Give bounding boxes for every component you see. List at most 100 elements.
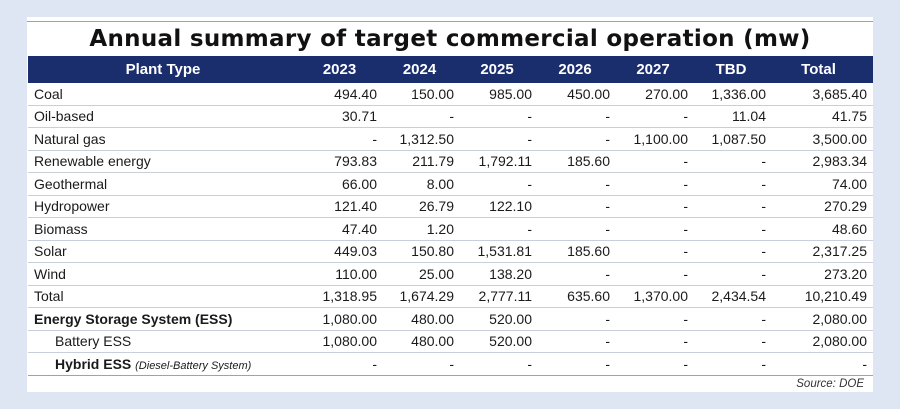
table-cell: - — [683, 265, 688, 282]
table-cell: - — [683, 153, 688, 170]
table-cell: 185.60 — [567, 243, 610, 260]
table-cell: 270.00 — [645, 85, 688, 102]
table-cell: 2,080.00 — [812, 310, 868, 327]
table-cell: 122.10 — [489, 198, 532, 215]
table-cell: - — [527, 355, 532, 372]
table-cell: 3,500.00 — [812, 130, 868, 147]
table-cell: 66.00 — [341, 175, 377, 192]
table-cell: - — [683, 220, 688, 237]
table-cell: 1,100.00 — [633, 130, 689, 147]
table-cell: - — [761, 220, 766, 237]
table-header-row: Plant Type 2023 2024 2025 2026 2027 TBD … — [28, 56, 873, 83]
table-cell: 26.79 — [418, 198, 454, 215]
row-label: Biomass — [34, 220, 88, 237]
table-cell: - — [527, 175, 532, 192]
table-cell: 1,674.29 — [399, 288, 455, 305]
table-cell: 211.79 — [412, 153, 454, 170]
row-label: Energy Storage System (ESS) — [34, 310, 233, 327]
table-cell: 793.83 — [334, 153, 377, 170]
header-tbd: TBD — [715, 61, 747, 78]
table-cell: - — [372, 355, 377, 372]
table-cell: 11.04 — [732, 108, 766, 125]
table-cell: 110.00 — [335, 265, 377, 282]
table-cell: - — [683, 333, 688, 350]
table-cell: 1,312.50 — [399, 130, 455, 147]
table-cell: 2,983.34 — [812, 153, 868, 170]
table-cell: 480.00 — [411, 310, 454, 327]
table-row: Solar 449.03 150.80 1,531.81 185.60 - - … — [28, 241, 873, 263]
row-label: Natural gas — [34, 130, 106, 147]
table-cell: 41.75 — [831, 108, 867, 125]
table-cell: - — [761, 243, 766, 260]
row-label: Hydropower — [34, 198, 110, 215]
table-row: Geothermal 66.00 8.00 - - - - 74.00 — [28, 173, 873, 196]
row-label: Coal — [34, 85, 63, 102]
table-cell: 520.00 — [489, 310, 532, 327]
table-cell: 1,080.00 — [322, 310, 378, 327]
summary-table: Plant Type 2023 2024 2025 2026 2027 TBD … — [28, 56, 873, 376]
row-label: Solar — [34, 243, 67, 260]
table-cell: - — [605, 220, 610, 237]
table-cell: - — [761, 198, 766, 215]
table-cell: 1,531.81 — [477, 243, 533, 260]
table-cell: 2,317.25 — [812, 243, 868, 260]
header-plant-type: Plant Type — [125, 61, 201, 78]
table-cell: 494.40 — [334, 85, 377, 102]
table-cell: 185.60 — [567, 153, 610, 170]
top-rule — [27, 21, 873, 22]
table-cell: - — [605, 108, 610, 125]
table-cell: 1,087.50 — [711, 130, 767, 147]
table-cell: 635.60 — [567, 288, 610, 305]
table-cell: 2,777.11 — [478, 288, 532, 305]
table-cell: - — [605, 198, 610, 215]
row-label-note: (Diesel-Battery System) — [135, 359, 252, 372]
table-cell: 30.71 — [341, 108, 377, 125]
table-row: Coal 494.40 150.00 985.00 450.00 270.00 … — [28, 83, 873, 106]
table-cell: - — [683, 243, 688, 260]
table-cell: 150.80 — [411, 243, 454, 260]
table-cell: 121.40 — [334, 198, 377, 215]
table-cell: 1,080.00 — [322, 333, 378, 350]
table-cell: 450.00 — [567, 85, 610, 102]
row-label: Hybrid ESS (Diesel-Battery System) — [28, 356, 298, 372]
table-cell: - — [862, 355, 867, 372]
table-row: Wind 110.00 25.00 138.20 - - - 273.20 — [28, 263, 873, 286]
table-row: Natural gas - 1,312.50 - - 1,100.00 1,08… — [28, 128, 873, 151]
table-cell: - — [683, 355, 688, 372]
table-cell: 480.00 — [411, 333, 454, 350]
table-cell: - — [605, 175, 610, 192]
table-cell: 2,080.00 — [812, 333, 868, 350]
table-cell: 47.40 — [341, 220, 377, 237]
table-cell: - — [605, 355, 610, 372]
header-2026: 2026 — [558, 61, 592, 78]
table-cell: 48.60 — [831, 220, 867, 237]
table-row: Battery ESS 1,080.00 480.00 520.00 - - -… — [28, 331, 873, 353]
table-cell: - — [761, 175, 766, 192]
table-cell: 1,318.95 — [322, 288, 378, 305]
table-row: Hydropower 121.40 26.79 122.10 - - - 270… — [28, 196, 873, 218]
table-cell: - — [605, 265, 610, 282]
table-cell: 520.00 — [489, 333, 532, 350]
table-cell: - — [761, 153, 766, 170]
table-cell: - — [683, 108, 688, 125]
table-row-total: Total 1,318.95 1,674.29 2,777.11 635.60 … — [28, 286, 873, 308]
row-label: Geothermal — [34, 175, 108, 192]
table-row: Renewable energy 793.83 211.79 1,792.11 … — [28, 151, 873, 173]
header-total: Total — [801, 61, 836, 78]
table-cell: - — [761, 265, 766, 282]
table-cell: - — [683, 310, 688, 327]
summary-card: Annual summary of target commercial oper… — [27, 17, 873, 392]
table-cell: - — [761, 355, 766, 372]
row-label-text: Hybrid ESS — [55, 355, 132, 372]
row-label: Total — [34, 288, 64, 305]
table-cell: 273.20 — [824, 265, 867, 282]
table-cell: - — [527, 130, 532, 147]
table-cell: - — [683, 198, 688, 215]
table-cell: 3,685.40 — [812, 85, 868, 102]
table-cell: - — [527, 108, 532, 125]
table-cell: - — [449, 355, 454, 372]
table-cell: 985.00 — [489, 85, 532, 102]
table-cell: 10,210.49 — [804, 288, 867, 305]
header-2024: 2024 — [402, 61, 437, 78]
table-cell: - — [527, 220, 532, 237]
